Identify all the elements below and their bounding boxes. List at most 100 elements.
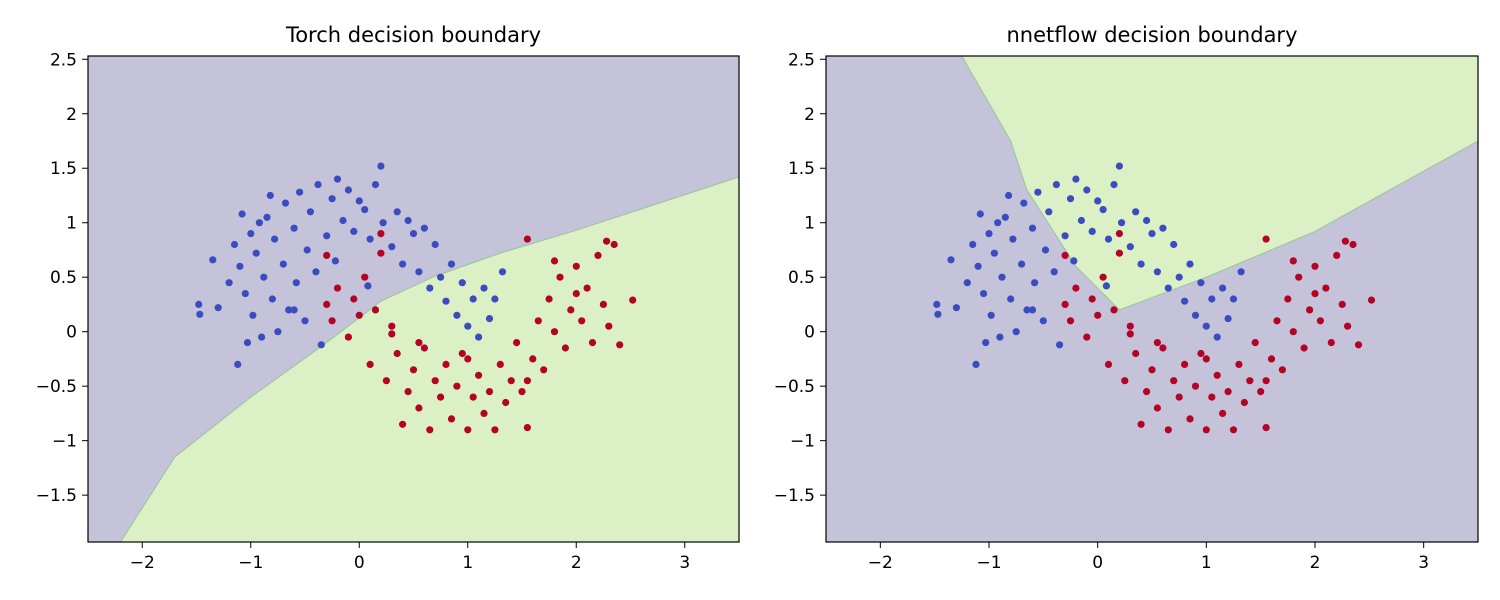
scatter-point-class-1 (550, 257, 559, 265)
scatter-point-class-1 (1246, 377, 1254, 385)
scatter-point-class-0 (1118, 219, 1126, 227)
scatter-point-class-0 (469, 295, 477, 303)
scatter-point-class-0 (1148, 230, 1156, 238)
scatter-point-class-1 (1170, 377, 1178, 385)
scatter-point-class-0 (1083, 186, 1091, 194)
scatter-point-class-1 (1311, 290, 1319, 298)
y-tick-label: −1.5 (774, 486, 815, 506)
scatter-point-class-0 (238, 210, 246, 218)
scatter-point-class-0 (974, 262, 982, 270)
scatter-point-class-0 (1056, 341, 1064, 349)
scatter-point-class-1 (561, 344, 570, 352)
scatter-point-class-1 (605, 322, 613, 330)
scatter-point-class-1 (583, 284, 591, 292)
scatter-point-class-0 (281, 199, 290, 207)
scatter-point-class-1 (350, 295, 358, 303)
scatter-point-class-1 (453, 382, 461, 390)
scatter-point-class-1 (523, 377, 532, 385)
x-tick-label: −1 (238, 553, 263, 573)
scatter-point-class-1 (1175, 393, 1183, 401)
scatter-point-class-0 (1072, 175, 1080, 183)
scatter-point-class-0 (491, 295, 499, 303)
scatter-point-class-1 (1110, 306, 1118, 314)
scatter-point-class-1 (1191, 382, 1200, 390)
decision-region-class-1 (961, 56, 1478, 311)
scatter-point-class-1 (1126, 330, 1134, 338)
scatter-point-class-1 (344, 333, 352, 341)
scatter-point-class-1 (1316, 317, 1324, 325)
y-tick-label: 2.5 (50, 50, 77, 70)
scatter-point-class-1 (377, 249, 385, 257)
scatter-point-class-0 (1137, 260, 1145, 268)
x-tick-label: −1 (976, 553, 1001, 573)
scatter-point-class-1 (1278, 366, 1286, 374)
scatter-point-class-1 (572, 262, 580, 270)
scatter-point-class-1 (1143, 388, 1151, 396)
scatter-point-class-1 (1327, 339, 1335, 347)
x-tick-label: 0 (354, 553, 365, 573)
scatter-point-class-0 (1045, 208, 1053, 216)
scatter-point-class-0 (371, 181, 380, 189)
scatter-point-class-0 (306, 208, 314, 216)
scatter-point-class-1 (388, 330, 396, 338)
scatter-point-class-0 (243, 339, 252, 347)
scatter-point-class-1 (458, 349, 466, 358)
scatter-point-class-1 (393, 349, 401, 358)
scatter-point-class-0 (985, 230, 993, 238)
scatter-point-class-0 (1110, 181, 1118, 189)
scatter-point-class-0 (1088, 227, 1096, 235)
plot-area (88, 56, 739, 542)
scatter-point-class-0 (333, 175, 342, 183)
scatter-point-class-1 (1202, 426, 1210, 434)
scatter-point-class-0 (1186, 260, 1194, 268)
scatter-point-class-1 (420, 344, 428, 352)
scatter-point-class-1 (1306, 306, 1314, 314)
scatter-point-class-0 (214, 304, 222, 312)
scatter-point-class-0 (447, 260, 456, 268)
scatter-point-class-0 (301, 317, 309, 325)
scatter-point-class-0 (1181, 297, 1189, 305)
scatter-point-class-1 (588, 339, 597, 347)
scatter-point-class-1 (480, 409, 488, 417)
scatter-point-class-0 (1005, 191, 1013, 200)
scatter-point-class-0 (1159, 224, 1167, 232)
scatter-point-class-1 (1148, 366, 1156, 374)
y-tick-label: 0.5 (50, 268, 77, 288)
scatter-point-class-1 (323, 251, 331, 259)
scatter-point-class-0 (420, 224, 428, 232)
scatter-point-class-1 (1159, 344, 1167, 352)
scatter-point-class-0 (498, 268, 507, 276)
scatter-point-class-1 (599, 300, 608, 308)
scatter-point-class-0 (399, 260, 407, 268)
scatter-point-class-1 (1104, 360, 1113, 368)
scatter-point-class-1 (1164, 426, 1172, 434)
scatter-point-class-0 (361, 206, 369, 214)
scatter-point-class-0 (480, 284, 488, 292)
scatter-point-class-1 (1322, 284, 1330, 292)
scatter-point-class-1 (442, 360, 450, 368)
scatter-point-class-0 (1041, 246, 1050, 254)
scatter-point-class-0 (255, 219, 263, 227)
scatter-point-class-1 (1300, 344, 1308, 352)
scatter-point-class-0 (328, 195, 336, 203)
scatter-point-class-0 (994, 219, 1002, 227)
scatter-point-class-0 (268, 295, 276, 303)
scatter-point-class-1 (1115, 249, 1123, 257)
scatter-point-class-1 (1341, 237, 1349, 245)
scatter-point-class-0 (1052, 181, 1060, 189)
scatter-point-class-0 (431, 240, 439, 249)
scatter-point-class-1 (523, 235, 532, 243)
scatter-point-class-0 (1009, 235, 1017, 243)
x-tick-label: 3 (1418, 553, 1429, 573)
scatter-point-class-1 (1289, 257, 1297, 265)
scatter-point-class-0 (1126, 243, 1134, 251)
scatter-point-class-1 (491, 426, 499, 434)
x-tick-label: 1 (1201, 553, 1212, 573)
scatter-point-class-1 (1137, 420, 1145, 428)
scatter-point-class-0 (1012, 328, 1020, 336)
scatter-point-class-0 (260, 273, 268, 281)
y-tick-label: −1 (790, 432, 815, 452)
scatter-point-class-0 (377, 162, 385, 170)
scatter-point-class-1 (409, 366, 418, 374)
